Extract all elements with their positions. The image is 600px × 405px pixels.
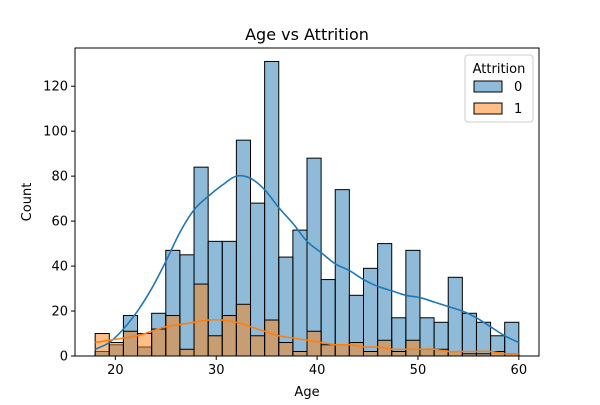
bar-s1-10	[235, 303, 252, 357]
x-axis-label: Age	[294, 385, 319, 400]
x-tick-label: 50	[410, 363, 427, 378]
y-tick-label: 20	[51, 305, 68, 320]
y-tick-label: 100	[43, 125, 68, 140]
y-tick-label: 80	[51, 170, 68, 185]
x-tick-label: 40	[309, 363, 326, 378]
series-1-kde-line	[95, 318, 519, 355]
bar-s0-6	[179, 254, 195, 357]
series-0-kde-line	[94, 174, 520, 350]
bar-s1-13	[278, 342, 294, 357]
legend-title: Attrition	[473, 62, 526, 77]
x-tick-label: 60	[511, 363, 528, 378]
bar-s1-17	[334, 344, 350, 357]
bar-s0-12	[264, 60, 280, 357]
bar-s1-5	[165, 315, 181, 357]
bar-s1-16	[320, 344, 336, 357]
legend-label-1: 1	[514, 102, 522, 117]
legend-swatch-1	[473, 102, 503, 115]
bar-s1-15	[306, 330, 322, 357]
bar-s0-14	[292, 229, 308, 357]
bar-s1-12	[264, 319, 280, 357]
bar-s1-19	[362, 351, 379, 357]
plot-frame	[74, 47, 540, 357]
bar-s1-22	[405, 339, 421, 357]
bar-s1-23	[419, 348, 435, 357]
y-tick-label: 0	[60, 350, 68, 365]
y-axis: 0 20 40 60 80 100 120	[43, 80, 75, 365]
bar-s1-8	[207, 335, 223, 357]
y-tick-label: 120	[43, 80, 68, 95]
bar-s1-3	[137, 333, 153, 357]
y-tick-label: 60	[51, 215, 68, 230]
y-tick-label: 40	[51, 260, 68, 275]
bar-s1-2	[122, 330, 139, 357]
bar-s0-21	[391, 317, 407, 357]
bar-s1-14	[292, 351, 308, 357]
bar-s0-26	[461, 312, 477, 357]
bar-s1-11	[250, 335, 266, 357]
bar-s0-15	[306, 157, 322, 357]
bar-s0-17	[334, 189, 350, 357]
bar-s0-13	[278, 256, 294, 357]
bar-s0-20	[377, 243, 393, 357]
bar-s0-25	[447, 276, 463, 357]
legend-label-0: 0	[514, 80, 522, 95]
legend-swatch-0	[473, 80, 503, 93]
y-axis-label: Count	[20, 183, 35, 222]
bar-s1-21	[391, 351, 407, 357]
x-tick-label: 20	[107, 363, 124, 378]
legend: Attrition 0 1	[464, 54, 534, 123]
x-tick-label: 30	[208, 363, 225, 378]
bar-s1-4	[151, 328, 167, 357]
bar-s1-6	[179, 348, 195, 357]
bar-s0-11	[250, 202, 266, 357]
x-axis: 20 30 40 50 60	[107, 356, 527, 378]
series-0-bars	[94, 60, 520, 357]
chart-title: Age vs Attrition	[245, 25, 369, 44]
bar-s1-1	[108, 342, 124, 357]
